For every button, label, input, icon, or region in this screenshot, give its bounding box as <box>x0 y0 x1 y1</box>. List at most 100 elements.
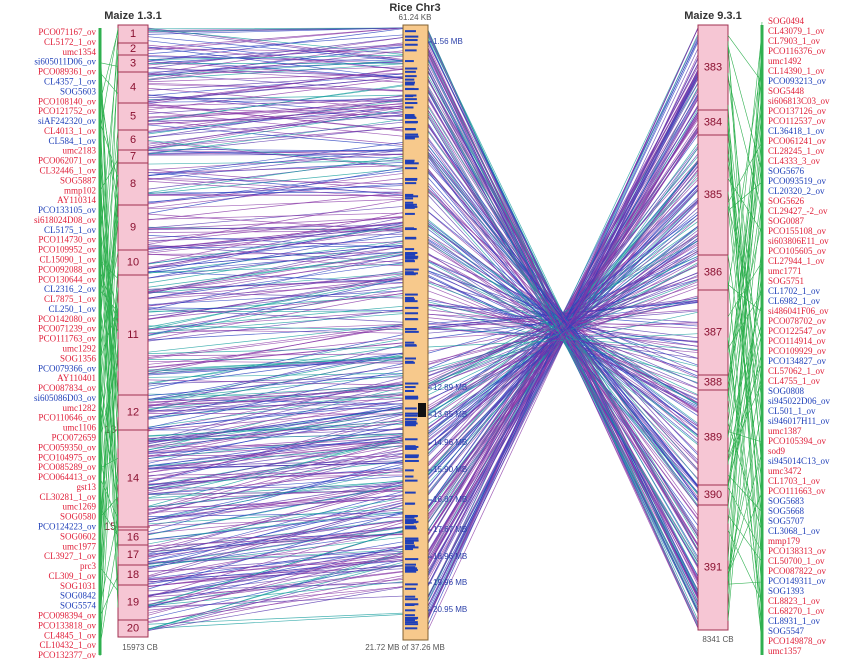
marker-label: PCO059350_ov <box>38 442 97 452</box>
marker-label: PCO132377_ov <box>38 650 97 660</box>
right-title: Maize 9.3.1 <box>684 10 741 22</box>
feature <box>405 540 414 542</box>
feature <box>405 160 415 162</box>
marker-label: umc1387 <box>768 426 802 436</box>
marker-label: PCO087822_ov <box>768 566 827 576</box>
marker-label: PCO109929_ov <box>768 346 827 356</box>
marker-label: CL43079_1_ov <box>768 26 825 36</box>
link <box>148 218 403 269</box>
marker-label: CL28245_1_ov <box>768 146 825 156</box>
marker-label: umc1292 <box>63 344 97 354</box>
link <box>428 132 698 520</box>
feature <box>405 136 419 138</box>
feature <box>405 318 417 320</box>
bin-label: 12 <box>127 406 139 418</box>
feature <box>405 423 418 425</box>
marker-label: SOG5603 <box>60 86 97 96</box>
marker-label: PCO064413_ov <box>38 472 97 482</box>
marker-label: PCO108140_ov <box>38 96 97 106</box>
link <box>148 68 403 76</box>
feature <box>405 614 415 616</box>
feature <box>405 68 417 70</box>
marker-label: PCO138313_ov <box>768 546 827 556</box>
marker-label: CL3927_1_ov <box>44 551 97 561</box>
feature <box>405 621 418 623</box>
bin-label: 388 <box>704 376 722 388</box>
marker-label: mmp102 <box>64 185 96 195</box>
marker-label: SOG5668 <box>768 506 805 516</box>
marker-label: CL501_1_ov <box>768 406 816 416</box>
marker-label: CL4357_1_ov <box>44 77 97 87</box>
feature <box>405 383 418 385</box>
marker-label: PCO111663_ov <box>768 486 826 496</box>
marker-label: CL7875_1_ov <box>44 294 97 304</box>
feature <box>405 60 414 62</box>
feature <box>405 492 416 494</box>
marker-label: PCO104975_ov <box>38 452 97 462</box>
bin-label: 19 <box>127 596 139 608</box>
marker-label: CL32446_1_ov <box>39 166 96 176</box>
marker-label: umc3472 <box>768 466 802 476</box>
feature <box>405 418 417 420</box>
marker-label: SOG5707 <box>768 516 805 526</box>
feature <box>405 94 416 96</box>
marker-label: PCO071239_ov <box>38 324 97 334</box>
feature <box>405 83 414 85</box>
marker-label: PCO098394_ov <box>38 611 97 621</box>
marker-link <box>100 31 118 102</box>
marker-label: SOG5751 <box>768 276 804 286</box>
bin-label: 6 <box>130 134 136 146</box>
bin-label: 7 <box>130 150 136 162</box>
feature <box>405 476 413 478</box>
marker-label: CL15090_1_ov <box>39 255 96 265</box>
marker-label: si606813C03_ov <box>768 96 830 106</box>
feature <box>405 609 415 611</box>
feature <box>405 300 413 302</box>
marker-label: PCO114730_ov <box>38 235 96 245</box>
marker-label: PCO111763_ov <box>39 334 97 344</box>
feature <box>405 128 416 130</box>
bin-label: 14 <box>127 472 139 484</box>
marker-label: si946017H11_ov <box>768 416 830 426</box>
center-title: Rice Chr3 <box>389 2 440 14</box>
feature <box>405 448 417 450</box>
marker-label: SOG5683 <box>768 496 805 506</box>
marker-label: prc3 <box>80 561 96 571</box>
marker-label: CL20320_2_ov <box>768 186 825 196</box>
bin-label: 17 <box>127 549 139 561</box>
marker-label: PCO093519_ov <box>768 176 827 186</box>
marker-label: SOG5547 <box>768 626 805 636</box>
bin-label: 10 <box>127 256 139 268</box>
marker-label: CL30281_1_ov <box>39 492 96 502</box>
center-footer: 21.72 MB of 37.26 MB <box>365 643 445 652</box>
feature <box>405 361 414 363</box>
left-title: Maize 1.3.1 <box>104 10 161 22</box>
marker-label: SOG1031 <box>60 581 96 591</box>
marker-label: si945014C13_ov <box>768 456 830 466</box>
bin-label: 387 <box>704 326 722 338</box>
feature <box>405 79 414 81</box>
feature <box>405 331 419 333</box>
feature <box>405 503 414 505</box>
marker-label: umc1106 <box>63 423 97 433</box>
link <box>148 534 403 546</box>
scale-label: 14.96 MB <box>433 438 467 447</box>
marker-label: PCO149311_ov <box>768 576 826 586</box>
marker-label: SOG5448 <box>768 86 805 96</box>
feature <box>405 598 418 600</box>
feature <box>405 460 419 462</box>
feature <box>405 294 418 296</box>
marker-label: PCO105394_ov <box>768 436 827 446</box>
marker-label: PCO072659 <box>51 433 96 443</box>
marker-label: SOG0087 <box>768 216 805 226</box>
feature <box>405 445 416 447</box>
feature <box>405 248 414 250</box>
marker-label: umc1357 <box>768 646 802 656</box>
marker-label: PCO112537_ov <box>768 116 826 126</box>
marker-label: SOG0602 <box>60 531 96 541</box>
marker-label: CL1703_1_ov <box>768 476 821 486</box>
bin-label: 383 <box>704 61 722 73</box>
feature <box>405 121 418 123</box>
marker-label: sod9 <box>768 446 786 456</box>
marker-label: umc1269 <box>63 502 97 512</box>
